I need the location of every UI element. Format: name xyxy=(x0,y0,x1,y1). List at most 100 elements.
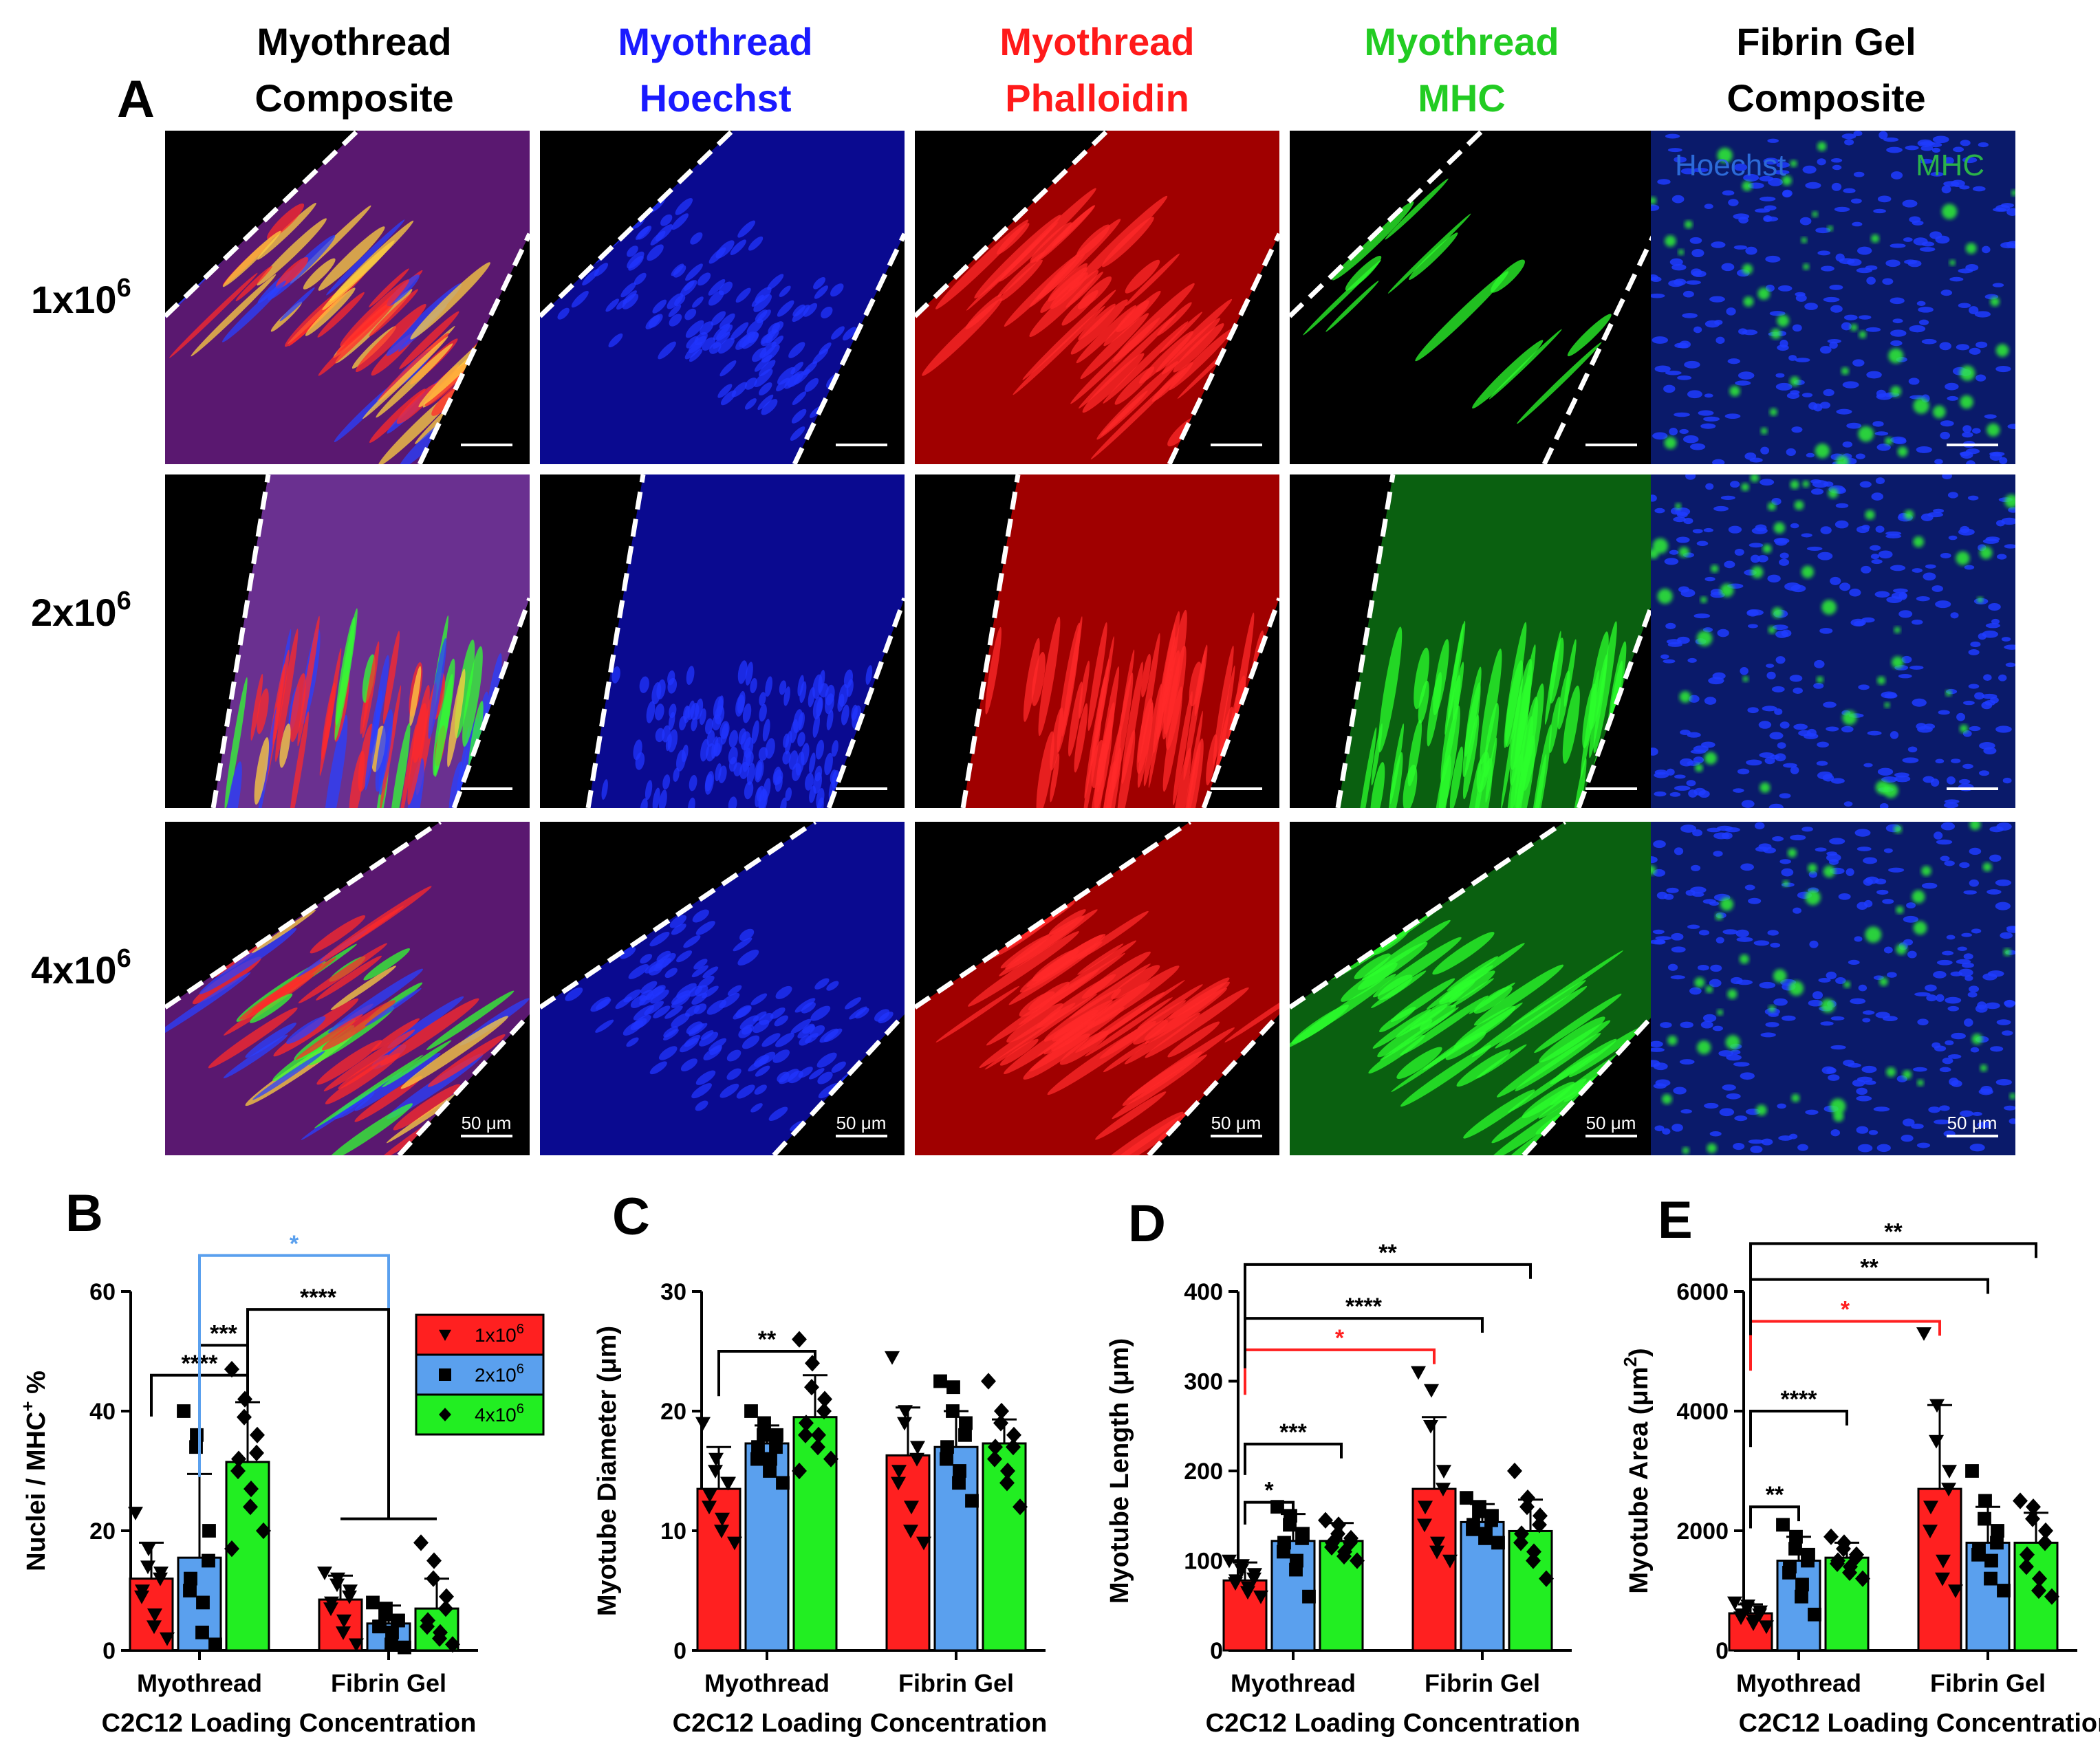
data-point xyxy=(817,1390,832,1408)
column-headers: Myothread Composite Myothread Hoechst Myothr… xyxy=(255,20,1925,120)
legend-marker xyxy=(439,1368,451,1381)
y-axis-title-tail: ) xyxy=(1625,1348,1654,1357)
significance-label: **** xyxy=(1781,1386,1818,1412)
y-axis-title-main: Myotube Area (μm xyxy=(1625,1367,1654,1594)
data-point xyxy=(2019,1558,2034,1575)
data-point xyxy=(2013,1492,2028,1509)
data-point xyxy=(237,1390,252,1408)
data-point xyxy=(695,1417,711,1431)
y-tick-label: 200 xyxy=(1184,1459,1223,1485)
data-point xyxy=(1234,1563,1249,1578)
chart-panel-e: E 0 2000 4000 6000 Myotube Area (μm2) Myothrea… xyxy=(1620,1191,2100,1738)
row-label-base: 1x10 xyxy=(31,278,117,321)
data-point xyxy=(243,1481,259,1498)
band-boundary xyxy=(1290,131,1484,318)
scale-bar-label: 50 μm xyxy=(462,1113,512,1133)
data-point xyxy=(349,1638,364,1652)
data-point xyxy=(1808,1607,1821,1622)
legend-swatch xyxy=(415,1393,545,1436)
y-tick-label: 0 xyxy=(102,1638,116,1664)
data-point xyxy=(1460,1491,1473,1505)
data-point xyxy=(981,1373,996,1390)
data-point xyxy=(1424,1384,1439,1398)
data-point xyxy=(1519,1498,1535,1516)
row-label-exponent: 6 xyxy=(117,944,131,973)
data-point xyxy=(1855,1570,1870,1587)
y-tick-label: 20 xyxy=(660,1399,686,1425)
y-axis-title: Myotube Diameter (μm) xyxy=(593,1326,622,1616)
significance-label: **** xyxy=(300,1285,337,1311)
significance-label: * xyxy=(290,1231,299,1257)
significance-bracket xyxy=(1244,1263,1532,1323)
data-point xyxy=(940,1440,954,1454)
data-point xyxy=(946,1404,960,1418)
data-point xyxy=(1484,1513,1498,1527)
data-point xyxy=(1000,1462,1015,1480)
data-point xyxy=(2025,1510,2040,1527)
data-point xyxy=(1436,1465,1451,1478)
data-point xyxy=(891,1465,907,1478)
y-tick-label: 0 xyxy=(1210,1638,1223,1664)
y-tick-label: 2000 xyxy=(1676,1518,1729,1545)
data-point xyxy=(243,1498,258,1516)
band-boundary xyxy=(1522,1012,1654,1155)
data-point xyxy=(445,1636,460,1653)
data-point xyxy=(1318,1512,1333,1529)
data-point xyxy=(202,1553,215,1568)
data-point xyxy=(909,1452,924,1467)
significance-label: **** xyxy=(1345,1294,1383,1320)
row-label: 4x106 xyxy=(31,944,131,992)
band-boundary xyxy=(1335,474,1396,808)
data-point xyxy=(702,1501,717,1515)
data-point xyxy=(1789,1529,1803,1544)
y-tick-label: 20 xyxy=(89,1518,116,1545)
y-tick-label: 4000 xyxy=(1676,1399,1729,1425)
band-boundary xyxy=(540,131,735,318)
row-label: 2x106 xyxy=(31,587,131,634)
micrograph-grid: Hoechst MHC 50 μm 50 μm 50 μm 50 μm 50 μm xyxy=(165,131,2015,1155)
data-point xyxy=(2020,1546,2035,1563)
data-point xyxy=(250,1426,265,1443)
data-point xyxy=(1222,1554,1237,1569)
data-point xyxy=(1941,1483,1956,1497)
group-label: Fibrin Gel xyxy=(331,1669,446,1697)
row-labels: 1x10 6 2x106 4x106 xyxy=(31,274,131,992)
column-header-line1: Myothread xyxy=(618,20,812,63)
data-point xyxy=(910,1441,925,1455)
data-point xyxy=(413,1534,429,1551)
data-point xyxy=(231,1450,246,1467)
data-point xyxy=(224,1361,239,1378)
data-point xyxy=(141,1542,156,1557)
data-point xyxy=(342,1590,357,1604)
micrograph-panel xyxy=(915,474,1279,808)
legend-label: 2x106 xyxy=(475,1362,524,1386)
data-point xyxy=(2032,1570,2047,1587)
data-point xyxy=(904,1501,919,1515)
data-point xyxy=(420,1618,435,1635)
data-point xyxy=(391,1613,404,1628)
data-point xyxy=(230,1462,246,1480)
band-boundary xyxy=(772,1012,905,1155)
data-point xyxy=(1795,1578,1809,1592)
column-header-line1: Myothread xyxy=(999,20,1194,63)
data-point xyxy=(208,1637,222,1652)
micrograph-panel: 50 μm xyxy=(165,822,530,1155)
data-point xyxy=(177,1404,191,1418)
micrograph-panel xyxy=(165,474,530,808)
column-header-line1: Myothread xyxy=(1364,20,1559,63)
group-label: Fibrin Gel xyxy=(1425,1669,1540,1697)
data-point xyxy=(140,1560,155,1575)
x-axis-title: C2C12 Loading Concentration xyxy=(673,1709,1048,1738)
data-point xyxy=(1336,1547,1352,1565)
y-tick-label: 0 xyxy=(673,1638,686,1664)
data-point xyxy=(804,1379,819,1396)
data-point xyxy=(959,1416,973,1430)
data-point xyxy=(965,1494,979,1508)
panel-letter: C xyxy=(612,1188,650,1246)
legend-label-sup: 6 xyxy=(517,1362,524,1377)
data-point xyxy=(720,1476,735,1491)
data-point xyxy=(702,1489,717,1503)
data-point xyxy=(805,1355,820,1372)
